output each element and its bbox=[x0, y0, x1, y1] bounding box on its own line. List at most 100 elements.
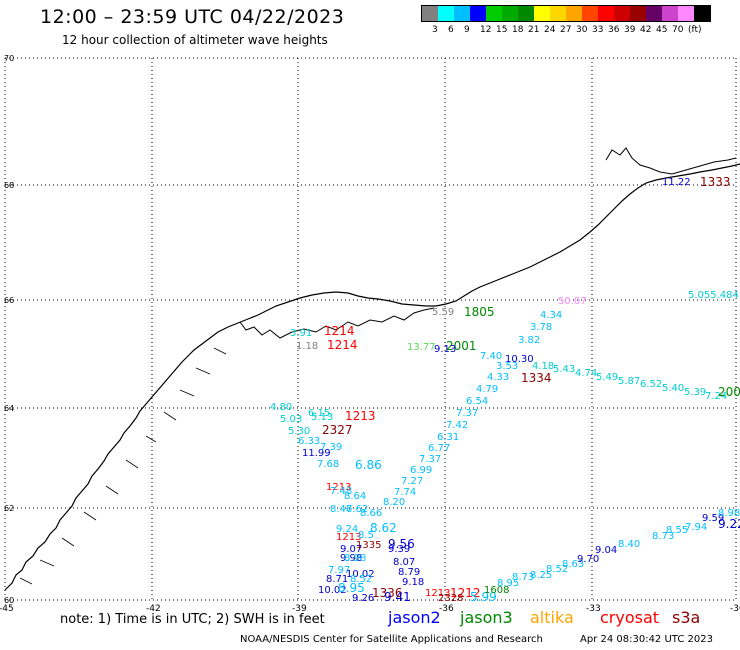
legend-swatch bbox=[422, 6, 438, 21]
legend-label: 39 bbox=[624, 25, 636, 35]
legend-swatch bbox=[646, 6, 662, 21]
wave-height-label: 50.07 bbox=[558, 296, 587, 307]
wave-height-label: 6.77 bbox=[428, 443, 450, 454]
wave-height-label: 8.64 bbox=[344, 491, 366, 502]
wave-height-label: 200 bbox=[718, 385, 740, 399]
legend-label: 21 bbox=[528, 25, 540, 35]
wave-height-label: 1333 bbox=[700, 175, 731, 189]
wave-height-label: 8.52 bbox=[546, 564, 568, 575]
legend-swatch bbox=[662, 6, 678, 21]
wave-height-label: 4.80 bbox=[270, 402, 292, 413]
legend-label: 15 bbox=[496, 25, 508, 35]
legend-swatch bbox=[486, 6, 502, 21]
color-legend: 3 6 9 12 15 18 21 24 27 30 33 36 39 42 45 70 (ft) bbox=[421, 5, 711, 39]
legend-label: 27 bbox=[560, 25, 572, 35]
wave-height-label: 4.18 bbox=[532, 361, 554, 372]
wave-height-label: 9.41 bbox=[384, 590, 411, 604]
latitude-label: 68 bbox=[4, 181, 14, 190]
latitude-label: 64 bbox=[4, 404, 14, 413]
longitude-label: -36 bbox=[439, 604, 454, 614]
wave-height-label: 11.22 bbox=[662, 177, 691, 188]
legend-swatch bbox=[550, 6, 566, 21]
wave-height-label: 3.78 bbox=[530, 322, 552, 333]
satellite-name: jason2 bbox=[388, 608, 441, 627]
credit-line: NOAA/NESDIS Center for Satellite Applica… bbox=[240, 634, 543, 645]
latitude-label: 62 bbox=[4, 504, 14, 513]
legend-swatch bbox=[454, 6, 470, 21]
wave-height-label: 8.98 bbox=[718, 508, 740, 519]
legend-swatch bbox=[470, 6, 486, 21]
longitude-label: -39 bbox=[292, 604, 307, 614]
wave-height-label: 9.56 bbox=[388, 537, 415, 551]
wave-height-label: 8.52 bbox=[350, 574, 372, 585]
greenland-coastline bbox=[4, 147, 740, 591]
wave-height-label: 7.68 bbox=[317, 459, 339, 470]
wave-height-label: 5.43 bbox=[553, 364, 575, 375]
wave-height-label: 3.53 bbox=[496, 361, 518, 372]
wave-height-label: 5.99 bbox=[470, 590, 497, 604]
legend-label: 18 bbox=[512, 25, 524, 35]
wave-height-label: 6.54 bbox=[466, 396, 488, 407]
wave-height-label: 5.30 bbox=[288, 426, 310, 437]
wave-height-label: 10.02 bbox=[346, 569, 375, 580]
wave-height-label: 3.82 bbox=[518, 335, 540, 346]
wave-height-label: 7.40 bbox=[480, 351, 502, 362]
wave-height-label: 1214 bbox=[324, 324, 355, 338]
wave-height-label: 8.62 bbox=[370, 521, 397, 535]
legend-labels: 3 6 9 12 15 18 21 24 27 30 33 36 39 42 45 70 (ft) bbox=[421, 25, 711, 39]
wave-height-label: 2327 bbox=[322, 423, 353, 437]
legend-label: 12 bbox=[480, 25, 492, 35]
wave-height-label: 5.40 bbox=[662, 383, 684, 394]
wave-height-label: 8.98 bbox=[344, 553, 366, 564]
wave-height-label: 8.95 bbox=[338, 581, 365, 595]
wave-height-label: 8.73 bbox=[512, 572, 534, 583]
wave-height-label: 1805 bbox=[464, 305, 495, 319]
latitude-label: 70 bbox=[4, 54, 14, 63]
wave-height-label: 10.30 bbox=[505, 354, 534, 365]
legend-label: 70 bbox=[672, 25, 684, 35]
wave-height-label: 8.66 bbox=[360, 508, 382, 519]
wave-height-label: 3.91 bbox=[290, 328, 312, 339]
wave-height-label: 1.18 bbox=[296, 341, 318, 352]
wave-height-label: 8.63 bbox=[562, 559, 584, 570]
wave-height-label: 1213 bbox=[425, 588, 450, 599]
legend-label: 33 bbox=[592, 25, 604, 35]
wave-height-label: 1334 bbox=[521, 371, 552, 385]
legend-label: 3 bbox=[432, 25, 438, 35]
wave-height-label: 7.37 bbox=[419, 454, 441, 465]
wave-height-label: 8.73 bbox=[652, 531, 674, 542]
legend-swatch bbox=[694, 6, 710, 21]
wave-height-label: 8.79 bbox=[398, 567, 420, 578]
wave-height-label: 9.70 bbox=[577, 554, 599, 565]
latitude-label: 60 bbox=[4, 596, 14, 605]
west-coast-inlets-path bbox=[19, 347, 227, 585]
wave-height-label: 6.52 bbox=[640, 379, 662, 390]
wave-height-label: 8.71 bbox=[326, 574, 348, 585]
wave-height-label: 8.55 bbox=[666, 525, 688, 536]
longitude-label: -45 bbox=[0, 604, 14, 614]
timestamp: Apr 24 08:30:42 UTC 2023 bbox=[580, 634, 713, 645]
wave-height-label: 5.87 bbox=[618, 376, 640, 387]
wave-height-label: 6.99 bbox=[410, 465, 432, 476]
wave-height-label: 9.24 bbox=[336, 524, 358, 535]
page-subtitle: 12 hour collection of altimeter wave hei… bbox=[62, 33, 328, 47]
legend-swatch bbox=[614, 6, 630, 21]
wave-height-label: 7.97 bbox=[328, 565, 350, 576]
wave-height-label: 9.13 bbox=[434, 344, 456, 355]
wave-height-label: 8.95 bbox=[497, 578, 519, 589]
legend-swatches bbox=[421, 5, 711, 22]
wave-height-label: 11.99 bbox=[302, 448, 331, 459]
legend-label: 36 bbox=[608, 25, 620, 35]
wave-height-label: 7.39 bbox=[320, 442, 342, 453]
satellite-name: altika bbox=[530, 608, 574, 627]
wave-height-label: 5.055.484 bbox=[688, 290, 739, 301]
wave-height-label: 9.07 bbox=[340, 544, 362, 555]
wave-height-label: 6.15 bbox=[308, 408, 330, 419]
wave-height-label: 1213 bbox=[326, 482, 351, 493]
longitude-label: -42 bbox=[146, 604, 161, 614]
satellite-name: s3a bbox=[672, 608, 701, 627]
satellite-name: jason3 bbox=[460, 608, 513, 627]
wave-height-label: 9.59 bbox=[702, 513, 724, 524]
